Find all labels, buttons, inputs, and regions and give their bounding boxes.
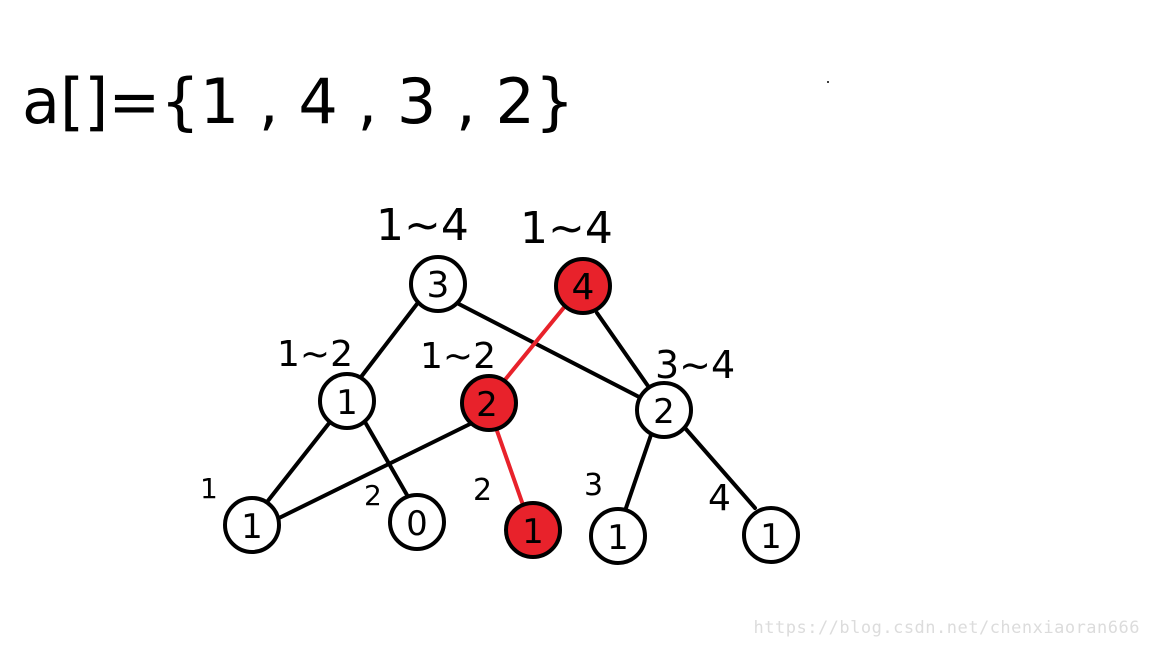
range-labels: 1~4 1~4 1~2 1~2 3~4 1 2 2 3 4 (200, 200, 735, 519)
edge-root-a-to-mid-right (453, 300, 643, 400)
nodes: 3 4 1 2 2 1 0 1 (223, 255, 800, 565)
node-circle (318, 372, 376, 430)
node-value: 2 (653, 392, 675, 432)
node-circle (554, 257, 612, 315)
node-mid-left-a: 1 (318, 372, 376, 430)
edge-mid-left-a-to-leaf-1 (265, 420, 332, 504)
range-label-leaf-1: 1 (200, 472, 218, 505)
edge-mid-left-b-to-leaf-1 (275, 422, 472, 521)
range-label-leaf-2a: 2 (364, 479, 382, 512)
range-label-root-b: 1~4 (520, 203, 613, 254)
range-label-leaf-3: 3 (584, 468, 603, 503)
edge-mid-left-a-to-leaf-2a (363, 420, 409, 497)
watermark: https://blog.csdn.net/chenxiaoran666 (753, 618, 1140, 638)
node-value: 1 (336, 383, 358, 423)
node-value: 1 (607, 518, 629, 558)
node-circle (589, 507, 647, 565)
range-label-leaf-2b: 2 (473, 473, 492, 508)
node-value: 1 (760, 517, 782, 557)
stray-dot (827, 81, 829, 83)
node-root-a: 3 (409, 255, 467, 313)
node-mid-left-b: 2 (460, 374, 518, 432)
node-value: 0 (406, 504, 428, 544)
node-value: 2 (476, 385, 498, 425)
range-label-mid-left-b: 1~2 (420, 336, 496, 377)
array-label: a[]={1 , 4 , 3 , 2} (22, 65, 574, 138)
edge-mid-right-to-leaf-3 (624, 430, 654, 510)
edge-root-a-to-mid-left-a (359, 298, 422, 379)
edge-mid-right-to-leaf-4 (683, 426, 757, 510)
node-value: 1 (522, 512, 544, 552)
node-leaf-2b: 1 (504, 501, 562, 559)
node-circle (223, 496, 281, 554)
node-mid-right: 2 (635, 381, 693, 439)
node-root-b: 4 (554, 257, 612, 315)
node-circle (504, 501, 562, 559)
range-label-mid-left-a: 1~2 (277, 334, 353, 375)
node-circle (460, 374, 518, 432)
node-leaf-3: 1 (589, 507, 647, 565)
node-circle (388, 493, 446, 551)
node-value: 3 (427, 265, 450, 306)
edge-mid-left-b-to-leaf-2b (494, 426, 525, 507)
edge-root-b-to-mid-right (595, 311, 650, 388)
node-leaf-2a: 0 (388, 493, 446, 551)
node-leaf-1: 1 (223, 496, 281, 554)
range-label-root-a: 1~4 (376, 200, 469, 251)
range-label-mid-right: 3~4 (655, 343, 735, 387)
node-value: 1 (241, 507, 263, 547)
node-leaf-4: 1 (742, 506, 800, 564)
edge-root-b-to-mid-left-b (502, 303, 568, 383)
edges (265, 298, 757, 521)
node-circle (409, 255, 467, 313)
node-circle (635, 381, 693, 439)
range-label-leaf-4: 4 (708, 478, 731, 519)
node-value: 4 (572, 267, 595, 308)
node-circle (742, 506, 800, 564)
